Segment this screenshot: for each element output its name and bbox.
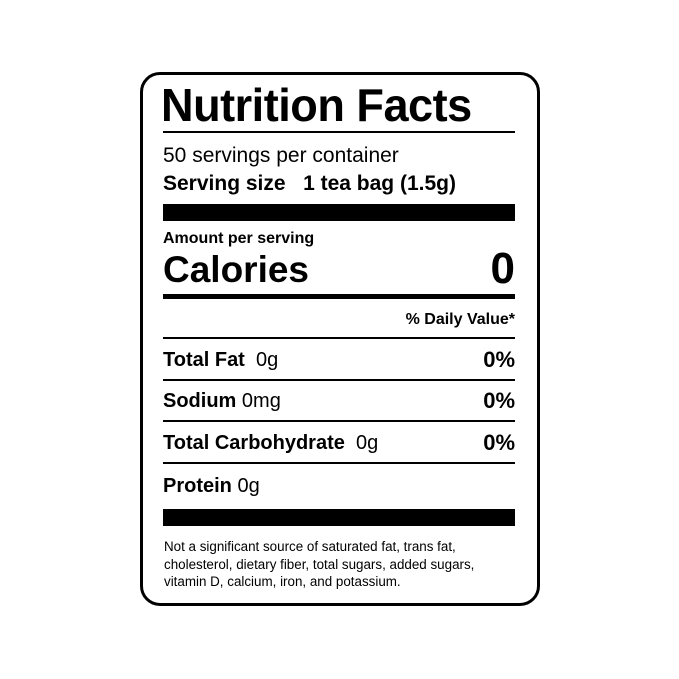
divider: [163, 379, 515, 381]
serving-size-value: 1 tea bag (1.5g): [303, 172, 456, 195]
serving-size-label: Serving size: [163, 172, 286, 195]
daily-value-header: % Daily Value*: [405, 311, 515, 328]
nutrient-amount: 0g: [255, 348, 279, 371]
divider: [163, 337, 515, 339]
nutrient-row-protein: Protein 0g: [163, 473, 515, 499]
nutrition-label-border: [140, 72, 540, 606]
nutrient-amount: 0g: [356, 431, 379, 454]
nutrient-name: Protein: [163, 474, 232, 497]
divider: [163, 420, 515, 422]
thick-bar-bottom: [163, 509, 515, 526]
calories-label: Calories: [163, 249, 310, 290]
nutrient-dv: 0%: [483, 347, 515, 372]
nutrient-name: Sodium: [163, 389, 237, 412]
nutrient-dv: 0%: [483, 430, 515, 455]
thick-bar-top: [163, 204, 515, 221]
servings-per-container: 50 servings per container: [163, 144, 399, 167]
calories-divider: [163, 294, 515, 299]
footnote: Not a significant source of saturated fa…: [164, 539, 475, 589]
label-title: Nutrition Facts: [161, 79, 472, 131]
nutrient-row-sodium: Sodium 0mg 0%: [163, 388, 515, 414]
nutrient-name: Total Fat: [163, 348, 245, 371]
nutrient-amount: 0g: [237, 474, 260, 497]
nutrient-name: Total Carbohydrate: [163, 431, 345, 454]
serving-size: Serving size 1 tea bag (1.5g): [163, 172, 456, 196]
nutrient-row-total-fat: Total Fat 0g 0%: [163, 347, 515, 373]
nutrient-amount: 0mg: [241, 389, 281, 412]
nutrient-dv: 0%: [483, 388, 515, 413]
amount-per-serving: Amount per serving: [163, 230, 315, 247]
nutrient-row-total-carbohydrate: Total Carbohydrate 0g 0%: [163, 430, 515, 456]
title-divider: [163, 131, 515, 133]
calories-value: 0: [490, 244, 515, 293]
divider: [163, 462, 515, 464]
